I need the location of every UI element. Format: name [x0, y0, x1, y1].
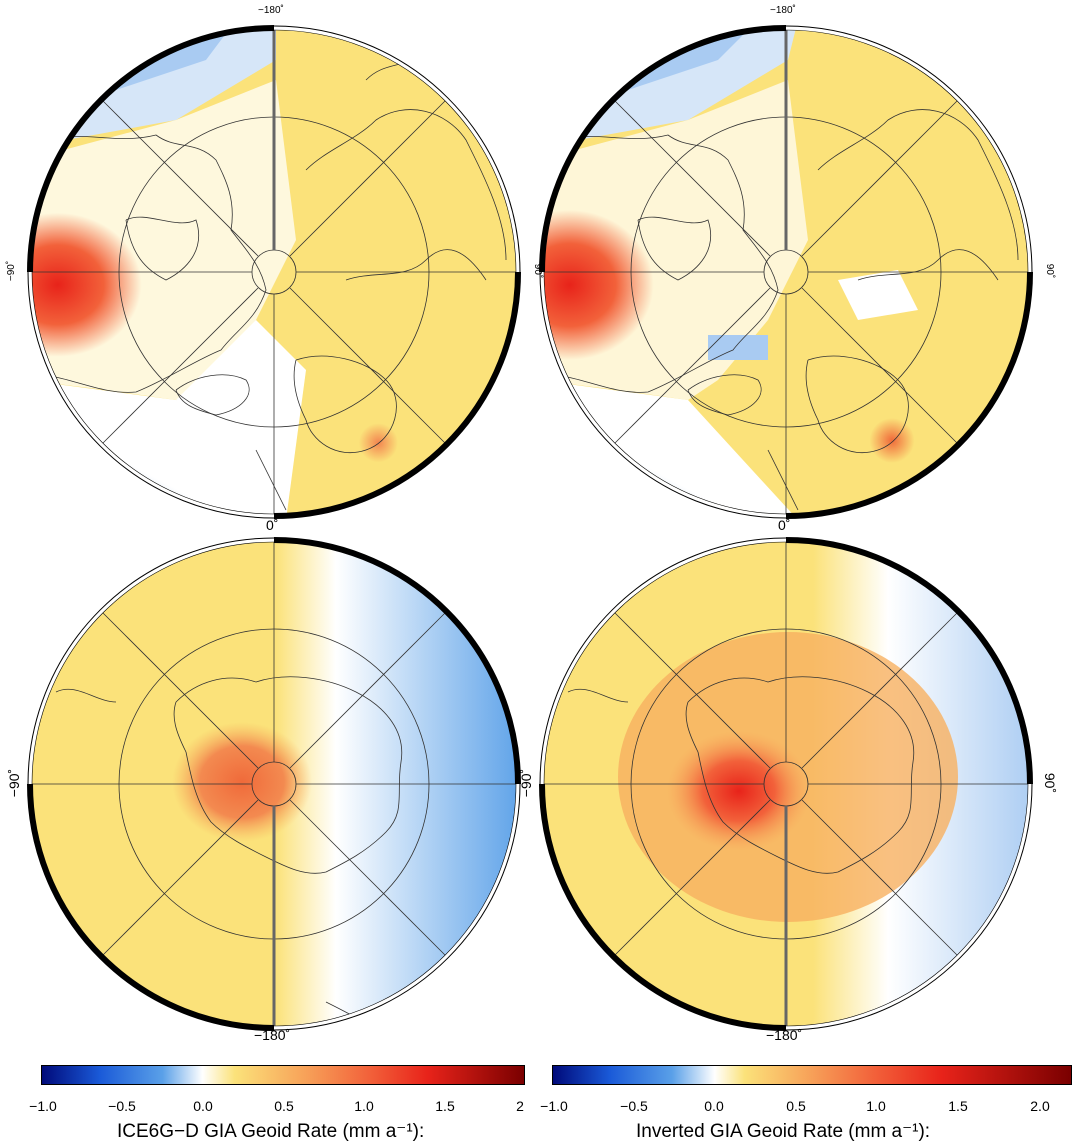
map-south-ice6g [27, 537, 521, 1031]
colorbar-tick: 1.5 [435, 1098, 455, 1114]
map-north-inverted [539, 25, 1033, 519]
colorbar-tick: 0.0 [704, 1098, 724, 1114]
label-bottom: 0˚ [778, 517, 791, 533]
colorbar-tick: −1.0 [29, 1098, 57, 1114]
label-top: −180˚ [770, 5, 796, 16]
map-north-ice6g [27, 25, 521, 519]
colorbar-inverted [552, 1065, 1072, 1085]
label-left: −90˚ [518, 768, 535, 798]
label-left: −90˚ [6, 768, 23, 798]
colorbar-ice6g [41, 1065, 525, 1085]
label-right: 90˚ [532, 263, 544, 279]
colorbar-tick: 0.5 [786, 1098, 806, 1114]
label-bottom: 0˚ [266, 517, 279, 533]
map-south-inverted [539, 537, 1033, 1031]
colorbar-tick: 1.5 [948, 1098, 968, 1114]
label-bottom: −180˚ [254, 1027, 291, 1043]
colorbar-title: Inverted GIA Geoid Rate (mm a⁻¹): [636, 1121, 931, 1142]
label-top: −180˚ [258, 5, 284, 16]
colorbar-tick: −0.5 [108, 1098, 136, 1114]
colorbar-tick: 0.0 [193, 1098, 213, 1114]
label-left: −90˚ [6, 260, 18, 282]
label-right: 90˚ [1044, 263, 1056, 279]
colorbar-tick: 2.0 [1030, 1098, 1050, 1114]
label-right: 90˚ [1042, 772, 1059, 794]
label-bottom: −180˚ [766, 1027, 803, 1043]
colorbar-tick: −1.0 [540, 1098, 568, 1114]
colorbar-tick: −0.5 [620, 1098, 648, 1114]
colorbar-tick: 1.0 [354, 1098, 374, 1114]
colorbar-tick: 2 [516, 1098, 524, 1114]
colorbar-tick: 0.5 [274, 1098, 294, 1114]
colorbar-title: ICE6G−D GIA Geoid Rate (mm a⁻¹): [117, 1121, 425, 1142]
colorbar-tick: 1.0 [866, 1098, 886, 1114]
